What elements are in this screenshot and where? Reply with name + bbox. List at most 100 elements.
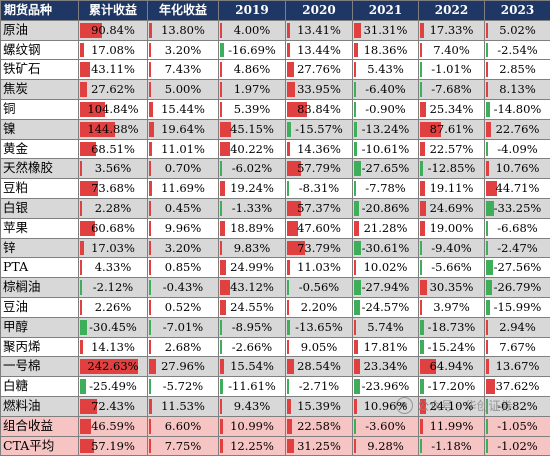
return-cell: 83.84% — [286, 99, 353, 119]
return-value: -6.40% — [365, 82, 405, 96]
positive-data-bar — [149, 62, 151, 77]
return-cell: 104.84% — [79, 99, 148, 119]
return-value: 30.35% — [430, 280, 474, 294]
return-value: -7.78% — [365, 181, 405, 195]
return-cell: -7.68% — [419, 80, 485, 100]
positive-data-bar — [220, 439, 223, 454]
negative-data-bar — [354, 419, 356, 434]
return-cell: -24.57% — [353, 297, 419, 317]
return-value: 4.33% — [95, 260, 132, 274]
negative-data-bar — [486, 419, 488, 434]
return-value: 27.96% — [161, 359, 205, 373]
return-value: -2.66% — [232, 340, 272, 354]
return-cell: 242.63% — [79, 357, 148, 377]
positive-data-bar — [220, 399, 222, 414]
positive-data-bar — [149, 241, 151, 256]
return-value: 24.10% — [430, 399, 474, 413]
return-cell: 13.67% — [485, 357, 550, 377]
return-cell: 2.85% — [485, 60, 550, 80]
return-cell: -9.40% — [419, 238, 485, 258]
return-value: 73.68% — [91, 181, 135, 195]
negative-data-bar — [486, 300, 490, 315]
return-value: -2.71% — [299, 379, 339, 393]
positive-data-bar — [149, 359, 156, 374]
return-value: 6.60% — [165, 419, 202, 433]
return-cell: 90.84% — [79, 20, 148, 40]
negative-data-bar — [287, 122, 291, 137]
positive-data-bar — [420, 102, 426, 117]
return-value: 9.05% — [301, 340, 338, 354]
table-row[interactable]: 棕榈油-2.12%-0.43%43.12%-0.56%-27.94%30.35%… — [1, 278, 550, 298]
return-value: 19.64% — [161, 122, 205, 136]
positive-data-bar — [149, 142, 152, 157]
return-cell: 3.97% — [419, 297, 485, 317]
column-header-cumulative[interactable]: 累计收益 — [79, 1, 148, 21]
negative-data-bar — [486, 241, 488, 256]
return-cell: -7.78% — [353, 179, 419, 199]
return-value: 3.56% — [95, 161, 132, 175]
positive-data-bar — [287, 43, 290, 58]
return-value: -5.66% — [431, 260, 471, 274]
positive-data-bar — [420, 23, 424, 38]
return-cell: 44.71% — [485, 179, 550, 199]
positive-data-bar — [287, 439, 294, 454]
column-header-2019[interactable]: 2019 — [219, 1, 286, 21]
negative-data-bar — [80, 320, 87, 335]
return-cell: -10.61% — [353, 139, 419, 159]
return-cell: -15.24% — [419, 337, 485, 357]
return-cell: 11.01% — [148, 139, 219, 159]
return-cell: 19.24% — [219, 179, 286, 199]
negative-data-bar — [420, 62, 422, 77]
negative-data-bar — [80, 280, 82, 295]
column-header-2023[interactable]: 2023 — [485, 1, 550, 21]
return-cell: 11.69% — [148, 179, 219, 199]
return-value: -1.05% — [497, 419, 537, 433]
table-row[interactable]: 白糖-25.49%-5.72%-11.61%-2.71%-23.96%-17.2… — [1, 377, 550, 397]
column-header-2022[interactable]: 2022 — [419, 1, 485, 21]
column-header-variety[interactable]: 期货品种 — [1, 1, 79, 21]
return-cell: 10.02% — [353, 258, 419, 278]
return-value: 10.99% — [230, 419, 274, 433]
return-value: 5.02% — [499, 23, 536, 37]
negative-data-bar — [220, 340, 222, 355]
negative-data-bar — [149, 320, 151, 335]
return-value: 19.11% — [430, 181, 474, 195]
table-row[interactable]: 甲醇-30.45%-7.01%-8.95%-13.65%5.74%-18.73%… — [1, 317, 550, 337]
return-cell: 11.99% — [419, 416, 485, 436]
positive-data-bar — [149, 102, 153, 117]
return-value: 4.86% — [234, 62, 271, 76]
positive-data-bar — [149, 122, 154, 137]
column-header-2020[interactable]: 2020 — [286, 1, 353, 21]
return-cell: -6.02% — [219, 159, 286, 179]
variety-name: 焦炭 — [1, 80, 79, 100]
negative-data-bar — [486, 439, 488, 454]
return-cell: 3.20% — [148, 238, 219, 258]
column-header-2021[interactable]: 2021 — [353, 1, 419, 21]
return-cell: 14.36% — [286, 139, 353, 159]
positive-data-bar — [486, 122, 491, 137]
positive-data-bar — [420, 419, 423, 434]
return-value: 22.57% — [430, 142, 474, 156]
return-value: -25.49% — [89, 379, 137, 393]
column-header-annualized[interactable]: 年化收益 — [148, 1, 219, 21]
return-value: 7.40% — [433, 43, 470, 57]
